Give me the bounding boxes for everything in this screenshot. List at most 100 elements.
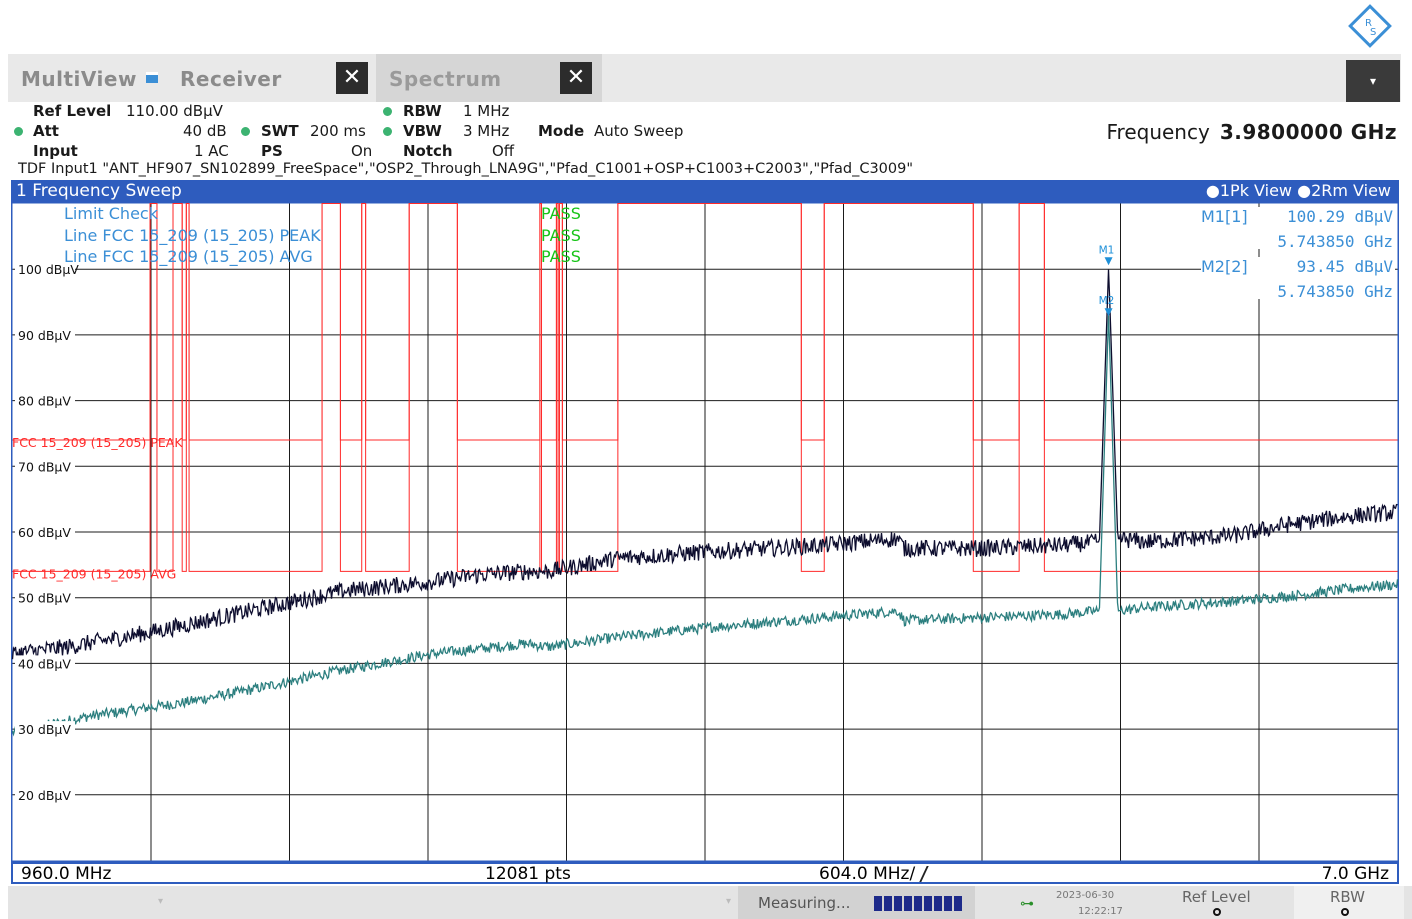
att-value[interactable]: 40 dB (183, 122, 227, 140)
tab-spectrum[interactable]: Spectrum (389, 67, 502, 91)
notch-value[interactable]: Off (492, 142, 515, 160)
y-tick-label-bg (15, 655, 75, 671)
measuring-status: Measuring... (758, 894, 851, 912)
y-tick-label-bg (15, 458, 75, 474)
y-tick-label-bg (15, 721, 75, 737)
vbw-value[interactable]: 3 MHz (463, 122, 510, 140)
att-status-dot (14, 127, 23, 136)
ref-level-label: Ref Level (33, 102, 112, 120)
marker-readout-bg (1201, 257, 1395, 299)
swt-value[interactable]: 200 ms (310, 122, 366, 140)
y-tick-label-bg (15, 786, 75, 802)
rbw-softkey[interactable]: RBW (1294, 886, 1404, 919)
status-date: 2023-06-30 (1056, 890, 1115, 901)
svg-text:S: S (1370, 27, 1376, 38)
limit-line-label: Line FCC 15_209 (15_205) AVG (64, 247, 313, 267)
menu-dropdown-icon[interactable]: ▾ (1346, 60, 1400, 102)
tab-receiver[interactable]: Receiver (180, 67, 282, 91)
rbw-value[interactable]: 1 MHz (463, 102, 510, 120)
y-tick-label: 100 dBµV (18, 262, 79, 277)
y-tick-label: 90 dBµV (18, 328, 71, 343)
transducer-info: TDF Input1 "ANT_HF907_SN102899_FreeSpace… (18, 161, 914, 177)
limit-line-result: PASS (541, 247, 581, 266)
tab-multiview[interactable]: MultiView (21, 67, 137, 91)
plot-footer: 960.0 MHz 12081 pts 604.0 MHz/ 7.0 GHz (11, 862, 1399, 884)
ref-level-knob-icon (1213, 908, 1221, 916)
progress-bar (874, 896, 962, 911)
frequency-value: 3.9800000 GHz (1219, 120, 1397, 144)
swt-status-dot (241, 127, 250, 136)
y-tick-label: 70 dBµV (18, 459, 71, 474)
stop-frequency: 7.0 GHz (1321, 864, 1389, 884)
marker-readout-value: 100.29 dBµV (1287, 207, 1393, 226)
ref-level-softkey-label: Ref Level (1182, 888, 1251, 906)
footer-divider (919, 866, 929, 882)
limit-check-title: Limit Check (64, 204, 159, 223)
y-tick-label: 60 dBµV (18, 525, 71, 540)
sweep-points: 12081 pts (485, 864, 571, 884)
trace-1-peak (11, 269, 1398, 662)
rbw-knob-icon (1341, 908, 1349, 916)
rbw-softkey-label: RBW (1330, 888, 1366, 906)
marker-m2-icon (1104, 308, 1113, 317)
parameter-panel: Ref Level 110.00 dBµV Att 40 dB Input 1 … (8, 102, 1401, 180)
y-tick-label: 50 dBµV (18, 591, 71, 606)
center-frequency[interactable]: Frequency 3.9800000 GHz (1106, 120, 1397, 144)
y-tick-label: 30 dBµV (18, 722, 71, 737)
y-tick-label-bg (15, 524, 75, 539)
start-frequency: 960.0 MHz (21, 864, 112, 884)
limit-line-result: PASS (541, 226, 581, 245)
trace-2-rms (11, 314, 1399, 737)
network-icon: ⊶ (1020, 896, 1034, 912)
marker-readout-name: M1[1] (1201, 207, 1248, 226)
y-tick-label-bg (15, 392, 75, 408)
input-value[interactable]: 1 AC (194, 142, 229, 160)
limit-line-label: Line FCC 15_209 (15_205) PEAK (64, 226, 321, 246)
y-tick-label: 40 dBµV (18, 656, 71, 671)
measuring-panel: Measuring... (738, 886, 975, 919)
limit-avg-label: FCC 15_209 (15_205) AVG (12, 566, 176, 581)
input-label: Input (33, 142, 78, 160)
limit-line-peak (12, 203, 1398, 441)
spectrum-plot[interactable]: 100 dBµV 90 dBµV 80 dBµV 70 dBµV 60 dBµV 50 d… (11, 202, 1399, 862)
marker-readout-name: M2[2] (1201, 257, 1248, 276)
ps-label: PS (261, 142, 283, 160)
marker-m1-icon (1104, 257, 1113, 266)
limit-check-result: PASS (541, 204, 581, 223)
y-tick-label-bg (15, 261, 75, 277)
vbw-label: VBW (403, 122, 442, 140)
y-tick-label: 20 dBµV (18, 788, 71, 803)
mode-label: Mode (538, 122, 585, 140)
close-spectrum-icon[interactable]: ✕ (560, 62, 592, 94)
scroll-left-icon[interactable]: ▾ (158, 896, 164, 907)
svg-text:R: R (1365, 18, 1372, 29)
mode-value[interactable]: Auto Sweep (594, 122, 684, 140)
trace-views: ●1Pk View ●2Rm View (1205, 181, 1391, 200)
marker-m2-tag: M2 (1099, 295, 1115, 307)
marker-readout-bg (1201, 207, 1395, 249)
ref-level-value[interactable]: 110.00 dBµV (126, 102, 223, 120)
window-icon (146, 72, 158, 83)
y-tick-label-bg (15, 326, 75, 342)
marker-readout-value: 93.45 dBµV (1297, 257, 1394, 276)
ref-level-softkey[interactable]: Ref Level (1166, 886, 1286, 919)
marker-readout-freq: 5.743850 GHz (1277, 232, 1393, 251)
window-header: 1 Frequency Sweep ●1Pk View ●2Rm View (11, 180, 1399, 202)
att-label: Att (33, 122, 59, 140)
span-per-div: 604.0 MHz/ (819, 864, 916, 884)
marker-m1-tag: M1 (1099, 244, 1115, 256)
notch-label: Notch (403, 142, 453, 160)
scroll-mid-icon[interactable]: ▾ (726, 896, 732, 907)
vbw-status-dot (383, 127, 392, 136)
frequency-label: Frequency (1106, 120, 1210, 144)
rbw-label: RBW (403, 102, 442, 120)
swt-label: SWT (261, 122, 299, 140)
marker-readout-freq: 5.743850 GHz (1277, 282, 1393, 301)
close-receiver-icon[interactable]: ✕ (336, 62, 368, 94)
window-title: 1 Frequency Sweep (16, 181, 182, 201)
y-tick-label: 80 dBµV (18, 394, 71, 409)
tab-spectrum-container[interactable]: Spectrum ✕ (376, 54, 602, 102)
rs-logo: R S (1348, 4, 1392, 48)
rbw-status-dot (383, 107, 392, 116)
ps-value[interactable]: On (351, 142, 373, 160)
